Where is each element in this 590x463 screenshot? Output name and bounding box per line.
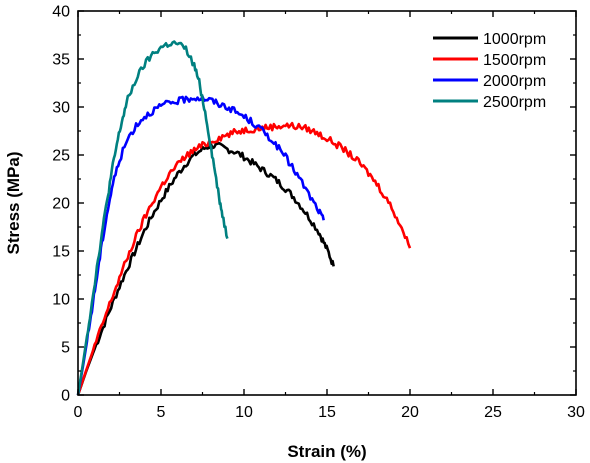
series-line-2500rpm	[76, 40, 229, 396]
x-tick-label: 25	[484, 404, 502, 421]
x-tick-label: 30	[567, 404, 585, 421]
y-tick-label: 30	[52, 100, 70, 117]
x-axis-title: Strain (%)	[287, 442, 366, 461]
x-tick-label: 10	[235, 404, 253, 421]
y-tick-label: 15	[52, 244, 70, 261]
y-tick-label: 40	[52, 4, 70, 21]
x-tick-label: 15	[318, 404, 336, 421]
y-tick-label: 20	[52, 196, 70, 213]
y-tick-label: 0	[61, 388, 70, 405]
y-tick-label: 25	[52, 148, 70, 165]
x-tick-label: 0	[74, 404, 83, 421]
series-layer	[76, 40, 412, 396]
y-tick-label: 35	[52, 52, 70, 69]
x-tick-label: 20	[401, 404, 419, 421]
legend-label: 2000rpm	[483, 73, 546, 90]
ticks-layer: 0 5 10 15 20 25 30 0 5 10 15 20 25 30 35 40	[52, 4, 585, 422]
legend-label: 1000rpm	[483, 31, 546, 48]
y-tick-label: 5	[61, 340, 70, 357]
x-tick-label: 5	[157, 404, 166, 421]
series-line-2000rpm	[76, 95, 325, 396]
y-tick-label: 10	[52, 292, 70, 309]
legend: 1000rpm 1500rpm 2000rpm 2500rpm	[433, 31, 546, 111]
legend-label: 1500rpm	[483, 52, 546, 69]
y-axis-title: Stress (MPa)	[4, 152, 23, 255]
series-line-1500rpm	[76, 121, 412, 396]
legend-label: 2500rpm	[483, 94, 546, 111]
